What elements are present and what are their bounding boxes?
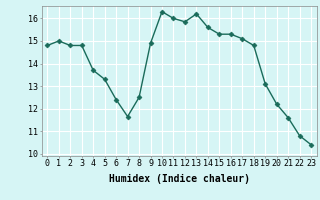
X-axis label: Humidex (Indice chaleur): Humidex (Indice chaleur)	[109, 174, 250, 184]
